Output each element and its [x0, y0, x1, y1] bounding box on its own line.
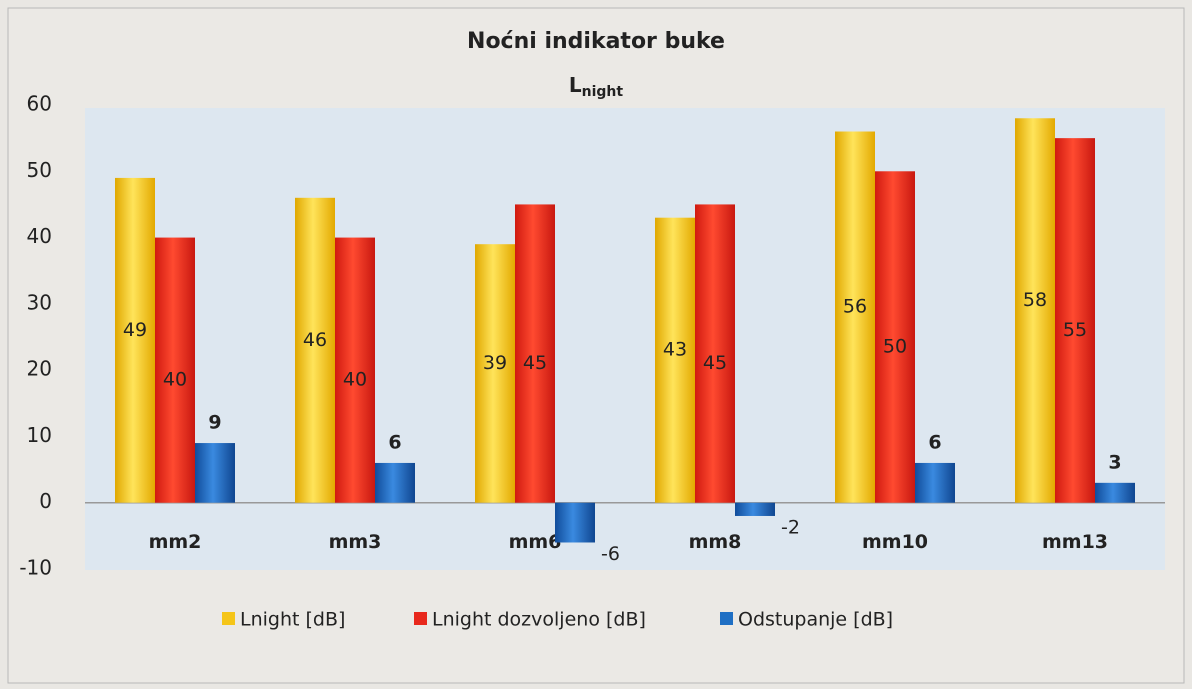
y-tick-label: -10: [19, 556, 52, 580]
data-label: 40: [343, 369, 367, 391]
legend-label: Odstupanje [dB]: [738, 609, 893, 631]
data-label: 45: [703, 352, 727, 374]
y-tick-label: 10: [27, 423, 52, 447]
x-tick-label: mm3: [329, 531, 382, 553]
x-tick-label: mm13: [1042, 531, 1108, 553]
legend-swatch: [720, 612, 733, 625]
bar: [1095, 482, 1135, 503]
bar: [655, 217, 695, 503]
data-label: 43: [663, 339, 687, 361]
subtitle-main: L: [569, 73, 582, 97]
data-label: 40: [163, 369, 187, 391]
x-tick-label: mm6: [509, 531, 562, 553]
legend-label: Lnight dozvoljeno [dB]: [432, 609, 646, 631]
bar: [915, 462, 955, 503]
bar: [555, 502, 595, 543]
bar: [295, 197, 335, 503]
data-label: 46: [303, 329, 327, 351]
bar: [195, 443, 235, 503]
data-label: 56: [843, 296, 867, 318]
x-tick-label: mm10: [862, 531, 928, 553]
legend-swatch: [222, 612, 235, 625]
bar: [515, 204, 555, 503]
bar: [155, 237, 195, 503]
y-tick-label: 40: [27, 224, 52, 248]
data-label: 49: [123, 319, 147, 341]
bar: [1015, 118, 1055, 503]
data-label: 3: [1108, 451, 1121, 473]
bar: [695, 204, 735, 503]
data-label: -6: [601, 543, 620, 565]
bar: [835, 131, 875, 503]
data-label: 6: [388, 431, 401, 453]
x-tick-label: mm2: [149, 531, 202, 553]
bar: [335, 237, 375, 503]
subtitle-sub: night: [582, 84, 624, 100]
legend-swatch: [414, 612, 427, 625]
data-label: 39: [483, 352, 507, 374]
bar: [115, 177, 155, 503]
bar: [735, 502, 775, 516]
data-label: -2: [781, 516, 800, 538]
y-tick-label: 0: [39, 489, 52, 513]
data-label: 9: [208, 412, 221, 434]
plot-area: [85, 108, 1165, 570]
data-label: 55: [1063, 319, 1087, 341]
data-label: 50: [883, 336, 907, 358]
bar: [1055, 138, 1095, 503]
bar: [375, 462, 415, 503]
y-tick-label: 20: [27, 357, 52, 381]
data-label: 45: [523, 352, 547, 374]
bar: [475, 244, 515, 503]
x-tick-label: mm8: [689, 531, 742, 553]
chart-title: Noćni indikator buke: [467, 29, 725, 54]
chart-subtitle: Lnight: [569, 73, 624, 101]
data-label: 6: [928, 431, 941, 453]
y-tick-label: 50: [27, 158, 52, 182]
y-tick-label: 30: [27, 290, 52, 314]
bar: [875, 171, 915, 503]
y-tick-label: 60: [27, 92, 52, 116]
data-label: 58: [1023, 289, 1047, 311]
legend-label: Lnight [dB]: [240, 609, 345, 631]
